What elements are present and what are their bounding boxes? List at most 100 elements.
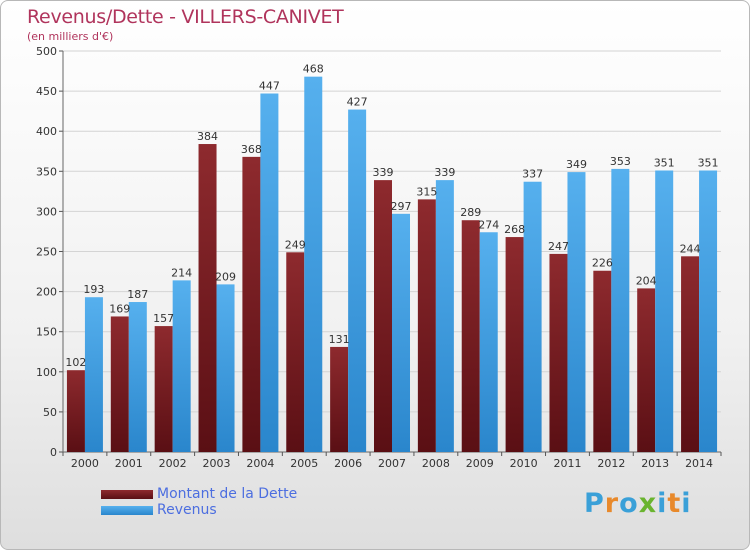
x-tick-label: 2003 (203, 457, 231, 470)
value-label-revenus: 351 (698, 156, 719, 169)
bar-dette (461, 220, 480, 452)
value-label-revenus: 209 (215, 270, 236, 283)
x-tick-label: 2000 (71, 457, 99, 470)
bar-revenus (479, 232, 498, 452)
logo-letter: t (667, 488, 682, 519)
y-tick-label: 200 (36, 286, 57, 299)
value-label-dette: 102 (65, 356, 86, 369)
y-tick-label: 50 (43, 406, 57, 419)
x-tick-label: 2004 (246, 457, 274, 470)
bar-revenus (523, 181, 542, 452)
value-label-dette: 226 (592, 257, 613, 270)
value-label-dette: 169 (109, 302, 130, 315)
bar-dette (242, 156, 261, 452)
value-label-dette: 268 (504, 223, 525, 236)
value-label-revenus: 353 (610, 155, 631, 168)
x-tick-label: 2002 (159, 457, 187, 470)
logo-letter: P (584, 488, 605, 519)
y-tick-label: 0 (50, 446, 57, 459)
bar-revenus (392, 213, 410, 452)
x-tick-label: 2006 (334, 457, 362, 470)
x-tick-label: 2007 (378, 457, 406, 470)
value-label-revenus: 187 (127, 288, 148, 301)
value-label-dette: 368 (241, 143, 262, 156)
legend-label-revenus: Revenus (157, 502, 217, 518)
value-label-revenus: 447 (259, 80, 280, 93)
bar-revenus (172, 280, 191, 452)
bar-revenus (304, 76, 323, 452)
value-label-revenus: 193 (83, 283, 104, 296)
chart-subtitle: (en milliers d'€) (27, 30, 114, 43)
value-label-revenus: 427 (347, 96, 368, 109)
value-label-revenus: 468 (303, 63, 324, 76)
y-tick-label: 500 (36, 45, 57, 58)
bar-revenus (611, 168, 630, 453)
bar-revenus (567, 172, 586, 453)
value-label-dette: 289 (460, 206, 481, 219)
legend-swatch-revenus (101, 506, 153, 515)
bar-dette (549, 253, 568, 452)
bar-dette (330, 346, 349, 452)
bar-dette (198, 144, 217, 453)
bar-dette (110, 316, 129, 452)
bar-dette (374, 180, 392, 452)
y-tick-label: 250 (36, 246, 57, 259)
bar-revenus (435, 180, 454, 452)
value-label-revenus: 274 (478, 218, 499, 231)
value-label-dette: 384 (197, 130, 218, 143)
bar-dette (286, 252, 305, 452)
x-tick-label: 2010 (510, 457, 538, 470)
bar-dette (417, 199, 436, 452)
bar-revenus (655, 170, 674, 453)
bar-revenus (348, 109, 367, 453)
bar-revenus (84, 297, 103, 452)
bar-dette (505, 237, 524, 452)
y-tick-label: 450 (36, 85, 57, 98)
value-label-dette: 315 (416, 185, 437, 198)
logo-letter: i (657, 488, 668, 519)
logo-letter: i (681, 488, 692, 519)
logo-letter: x (638, 488, 658, 519)
proxiti-logo: Proxiti (584, 488, 692, 519)
value-label-dette: 244 (680, 242, 701, 255)
bar-dette (154, 326, 173, 452)
bar-dette (66, 370, 85, 452)
value-label-revenus: 214 (171, 266, 192, 279)
x-tick-label: 2014 (685, 457, 713, 470)
y-tick-label: 350 (36, 165, 57, 178)
bar-dette (681, 256, 700, 452)
bar-dette (637, 288, 656, 452)
bars (66, 76, 718, 453)
value-label-dette: 249 (285, 238, 306, 251)
value-label-dette: 247 (548, 240, 569, 253)
x-tick-label: 2005 (290, 457, 318, 470)
x-tick-label: 2009 (466, 457, 494, 470)
value-label-dette: 339 (373, 166, 394, 179)
value-label-revenus: 351 (654, 156, 675, 169)
chart-title: Revenus/Dette - VILLERS-CANIVET (27, 6, 344, 28)
value-label-revenus: 297 (391, 200, 412, 213)
logo-letter: o (619, 488, 639, 519)
value-label-dette: 157 (153, 312, 174, 325)
bar-dette (593, 270, 612, 452)
value-label-revenus: 339 (434, 166, 455, 179)
legend-swatch-debt (101, 490, 153, 499)
value-label-revenus: 349 (566, 158, 587, 171)
y-tick-label: 300 (36, 205, 57, 218)
value-label-dette: 131 (329, 333, 350, 346)
y-tick-label: 100 (36, 366, 57, 379)
x-tick-label: 2012 (597, 457, 625, 470)
y-tick-label: 150 (36, 326, 57, 339)
axes: 0 50 100 150 200 250 300 350 400 450 500 2000 2001 20… (36, 45, 722, 470)
legend-label-debt: Montant de la Dette (157, 486, 298, 502)
x-tick-label: 2008 (422, 457, 450, 470)
bar-revenus (128, 302, 147, 452)
value-label-revenus: 337 (522, 168, 543, 181)
x-tick-label: 2013 (641, 457, 669, 470)
y-tick-label: 400 (36, 125, 57, 138)
x-tick-label: 2001 (115, 457, 143, 470)
bar-revenus (216, 284, 235, 452)
